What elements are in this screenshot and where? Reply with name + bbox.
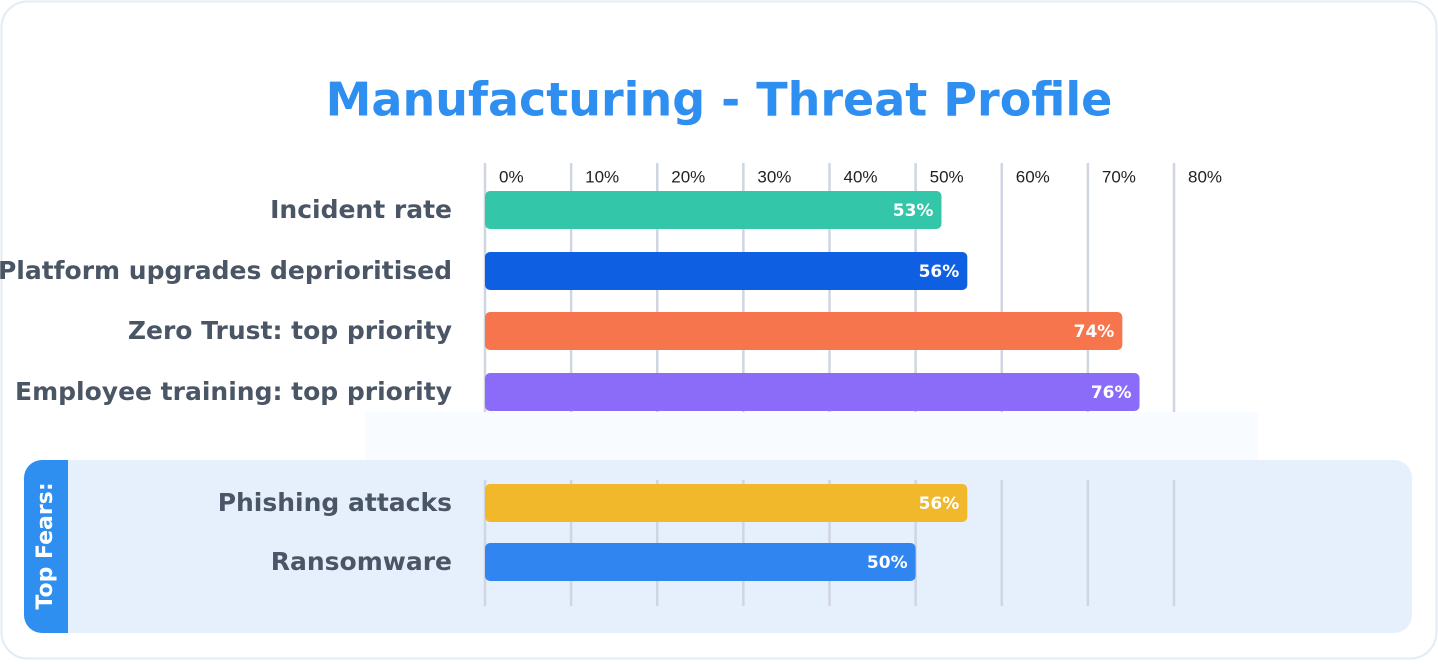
fears-title: Top Fears: xyxy=(33,482,58,609)
x-tick-label: 50% xyxy=(930,167,964,186)
bar xyxy=(485,312,1123,350)
x-tick-label: 30% xyxy=(757,167,791,186)
x-tick-label: 80% xyxy=(1188,167,1222,186)
bar xyxy=(485,484,968,522)
fears-tab xyxy=(24,460,68,633)
bar xyxy=(485,191,942,229)
value-label: 56% xyxy=(919,262,960,282)
category-label: Zero Trust: top priority xyxy=(128,316,452,345)
value-label: 56% xyxy=(919,494,960,514)
category-label: Phishing attacks xyxy=(218,488,452,517)
bar xyxy=(485,252,968,290)
category-label: Ransomware xyxy=(271,547,452,576)
x-tick-label: 40% xyxy=(844,167,878,186)
x-tick-label: 20% xyxy=(671,167,705,186)
category-label: Incident rate xyxy=(270,195,452,224)
x-tick-label: 70% xyxy=(1102,167,1136,186)
category-label: Employee training: top priority xyxy=(15,377,452,406)
category-label: Platform upgrades deprioritised xyxy=(0,256,452,285)
value-label: 53% xyxy=(893,201,934,221)
marks: Incident rate 53% Platform upgrades deprio… xyxy=(0,191,1140,581)
bar xyxy=(485,373,1140,411)
value-label: 74% xyxy=(1074,322,1115,342)
bar xyxy=(485,543,916,581)
value-label: 50% xyxy=(867,553,908,573)
value-label: 76% xyxy=(1091,383,1132,403)
spacer xyxy=(365,412,1258,460)
chart-title: Manufacturing - Threat Profile xyxy=(326,73,1113,127)
x-tick-label: 10% xyxy=(585,167,619,186)
x-tick-label: 0% xyxy=(499,167,524,186)
x-tick-label: 60% xyxy=(1016,167,1050,186)
